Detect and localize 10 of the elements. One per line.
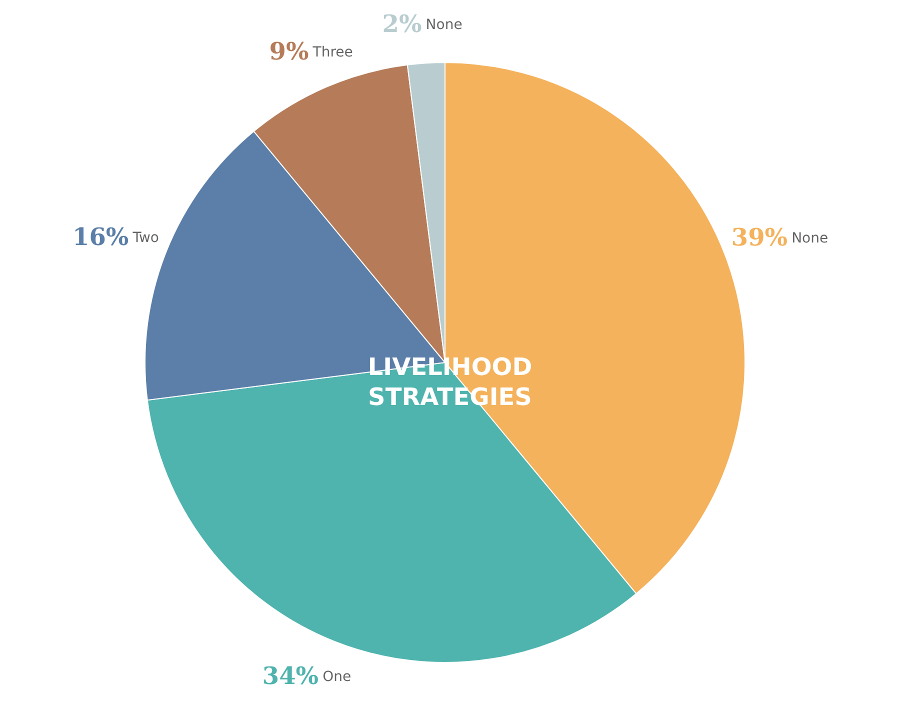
data-label: 34% xyxy=(262,660,319,690)
slice-label: None xyxy=(426,17,462,34)
data-label: 39% xyxy=(731,222,788,252)
data-label: 2% xyxy=(382,9,422,38)
slice-label: Two xyxy=(132,230,159,246)
slice-label: None xyxy=(792,230,828,246)
data-label: 16% xyxy=(72,222,129,252)
slice-label: One xyxy=(322,668,352,685)
data-label: 9% xyxy=(269,36,309,66)
slice-label: Three xyxy=(312,44,353,60)
